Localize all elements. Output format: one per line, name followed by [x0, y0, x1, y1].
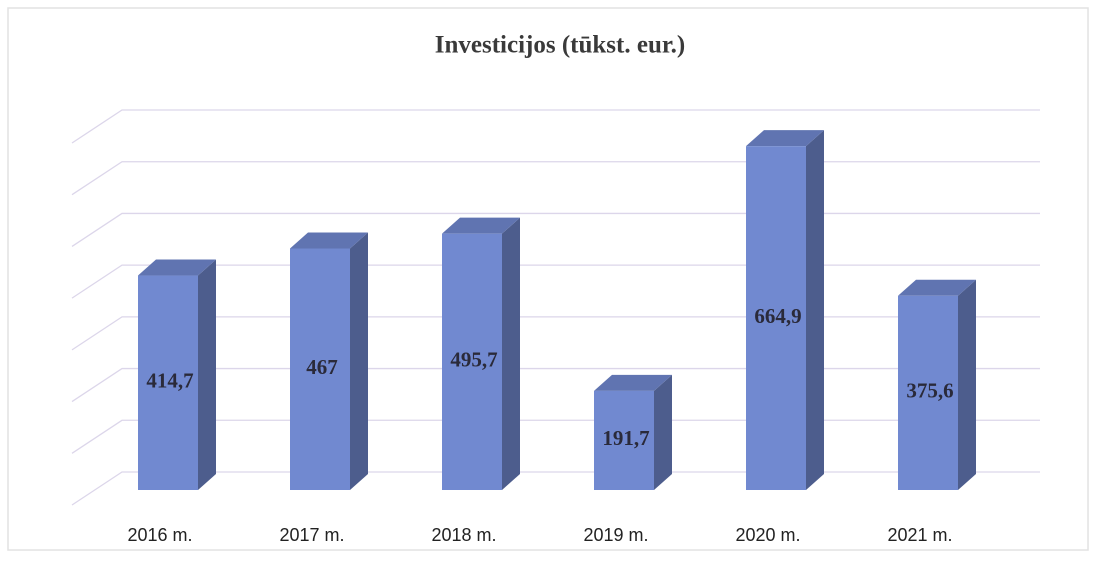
x-tick-label: 2021 m.: [887, 525, 952, 545]
bar-side: [654, 374, 672, 490]
grid-line: [71, 212, 1040, 247]
x-tick-label: 2018 m.: [431, 525, 496, 545]
grid-line: [71, 161, 1040, 196]
grid-line: [71, 264, 1040, 299]
bar-top: [898, 279, 976, 296]
x-tick-label: 2020 m.: [735, 525, 800, 545]
bar: [442, 233, 502, 490]
x-tick-label: 2019 m.: [583, 525, 648, 545]
bar: [290, 248, 350, 490]
bar-top: [746, 130, 824, 147]
bar-side: [350, 232, 368, 490]
data-label: 467: [306, 355, 338, 379]
data-label: 375,6: [906, 379, 953, 403]
data-label: 495,7: [450, 348, 497, 372]
x-tick-label: 2016 m.: [127, 525, 192, 545]
bar-side: [958, 279, 976, 490]
grid-line: [71, 471, 1040, 506]
data-label: 191,7: [602, 426, 649, 450]
bar: [594, 390, 654, 490]
data-label: 414,7: [146, 369, 193, 393]
bar-top: [442, 217, 520, 234]
bar-side: [502, 217, 520, 490]
grid-line: [71, 419, 1040, 454]
bar: [746, 146, 806, 490]
data-label: 664,9: [754, 304, 801, 328]
x-tick-label: 2017 m.: [279, 525, 344, 545]
chart-title: Investicijos (tūkst. eur.): [435, 32, 685, 59]
grid-line: [71, 109, 1040, 144]
bar: [898, 295, 958, 490]
grid-line: [71, 367, 1040, 403]
bar-top: [290, 232, 368, 249]
chart-frame: [7, 7, 1089, 551]
bar-top: [594, 374, 672, 391]
bar-top: [138, 259, 216, 276]
bar-side: [806, 130, 824, 490]
bar-side: [198, 259, 216, 490]
bar: [138, 275, 198, 490]
grid-line: [71, 316, 1040, 351]
